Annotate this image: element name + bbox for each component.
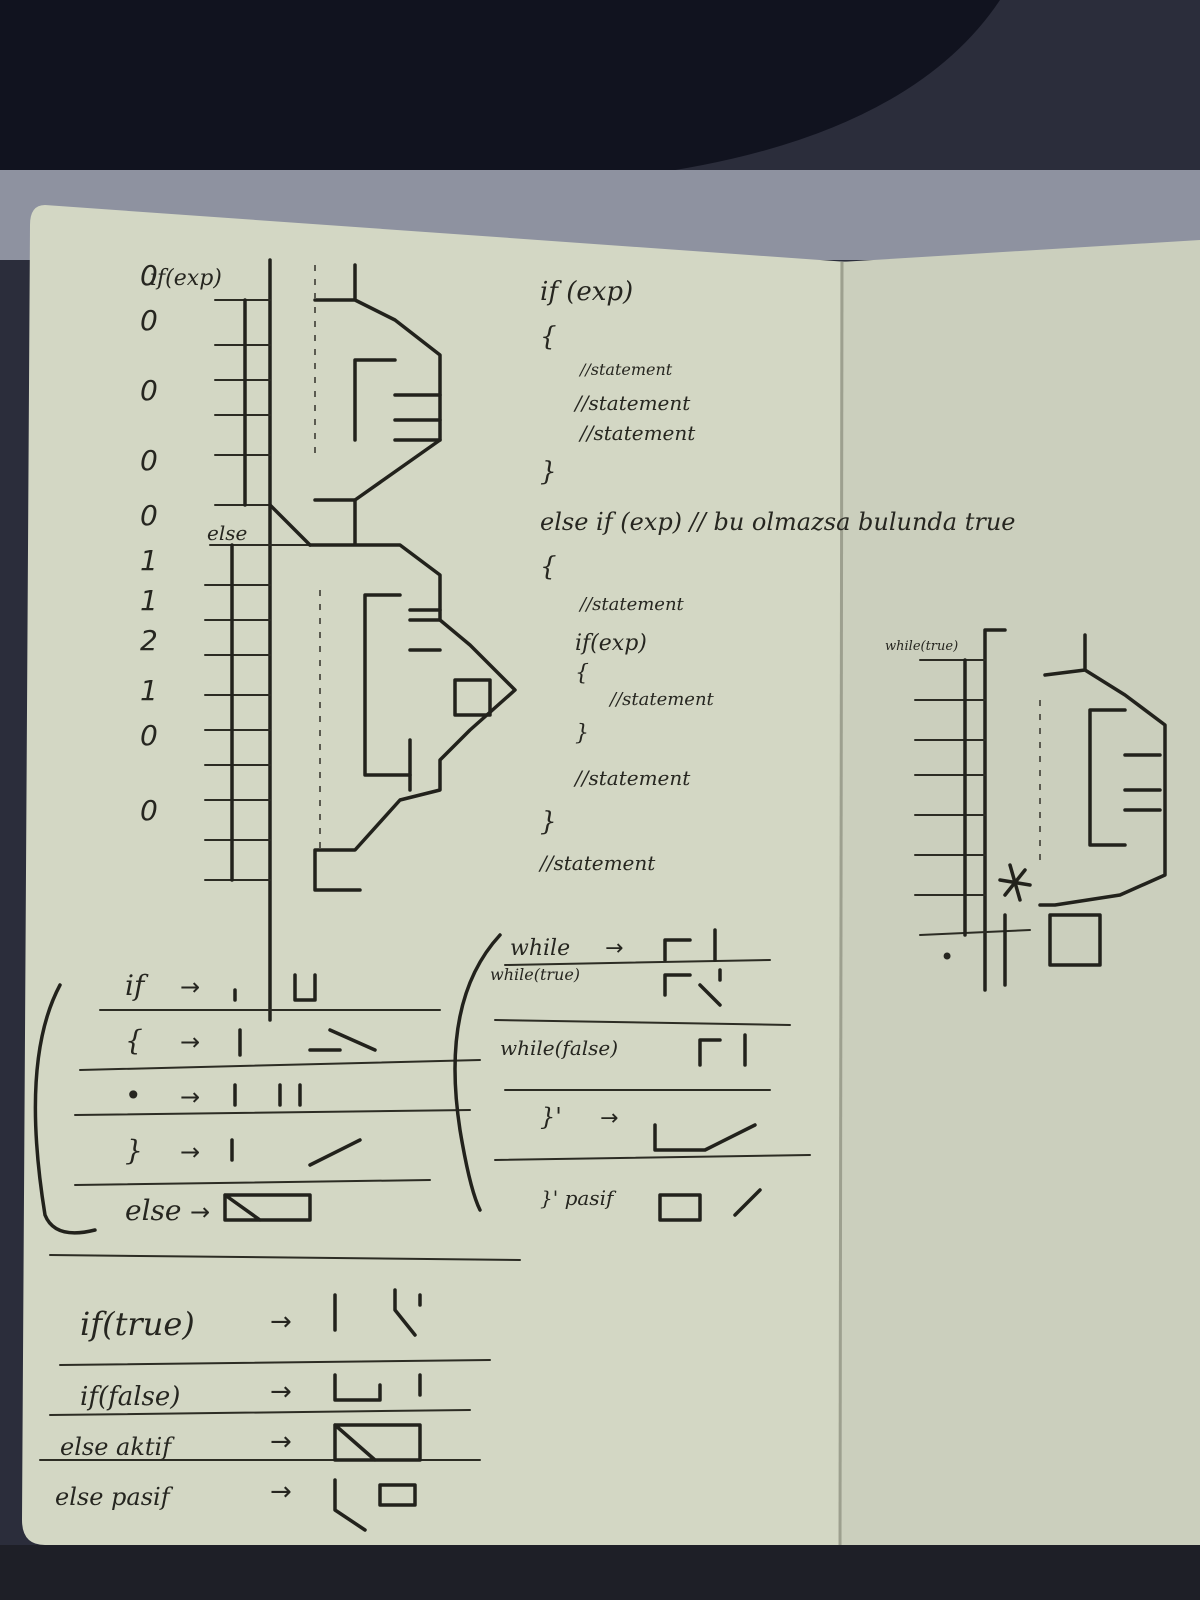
code-line: { (540, 552, 557, 582)
code-listing: if (exp) { //statement //statement //stateme… (538, 277, 1016, 875)
depth-digit: 0 (140, 374, 158, 407)
legend-while-label: }' pasif (540, 1186, 617, 1210)
while-end-dot: • (940, 943, 954, 971)
depth-digit: 1 (140, 674, 158, 707)
code-line: else if (exp) // bu olmazsa bulunda true (540, 508, 1016, 536)
code-line: //statement (608, 689, 715, 710)
notebook (22, 205, 1200, 1560)
code-line: if (exp) (540, 277, 633, 307)
legend-while-label: }' (540, 1103, 562, 1131)
legend-while-label: while (510, 936, 570, 961)
legend-while-arrow: → (600, 1106, 618, 1131)
stair-label-if: if(exp) (150, 266, 222, 291)
legend-if-arrow: → (180, 973, 200, 1001)
code-line: //statement (578, 360, 673, 379)
legend-if-arrow: → (180, 1028, 200, 1056)
legend-if-label: { (125, 1024, 143, 1057)
code-line: //statement (578, 594, 685, 615)
depth-digit: 1 (140, 544, 158, 577)
legend-bottom: if(true) → if(false) → else aktif → else pasif… (39, 1288, 491, 1532)
legend-while-arrow: → (605, 936, 623, 961)
legend-if-arrow: → (180, 1138, 200, 1166)
legend-if-label: else (125, 1194, 181, 1227)
code-line: //statement (573, 766, 691, 790)
code-line: //statement (573, 391, 691, 415)
legend-bottom-label: else aktif (60, 1433, 175, 1461)
dark-object-top (0, 0, 1000, 188)
code-line: { (575, 661, 589, 686)
legend-while: while → while(true) while(false) }' → }' pasif (453, 928, 811, 1222)
code-line: //statement (538, 851, 656, 875)
legend-bottom-arrow: → (270, 1307, 292, 1337)
left-page (22, 205, 848, 1555)
legend-bottom-label: else pasif (55, 1483, 174, 1511)
depth-digit: 0 (140, 499, 158, 532)
while-staircase: while(true) • (885, 628, 1167, 992)
depth-digit: 0 (140, 259, 158, 292)
legend-bottom-arrow: → (270, 1477, 292, 1507)
legend-bottom-label: if(false) (80, 1382, 180, 1412)
legend-if-label: } (125, 1134, 143, 1167)
stair-label-else: else (207, 521, 247, 545)
legend-while-label: while(false) (500, 1036, 618, 1060)
legend-if-label: if (125, 969, 149, 1002)
code-line: } (540, 807, 557, 837)
depth-digit: 0 (140, 444, 158, 477)
legend-bottom-arrow: → (270, 1427, 292, 1457)
legend-if-arrow: → (190, 1198, 210, 1226)
code-line: } (540, 457, 557, 487)
legend-while-label: while(true) (490, 965, 580, 984)
depth-digit: 1 (140, 584, 158, 617)
code-line: } (575, 721, 589, 746)
legend-bottom-arrow: → (270, 1377, 292, 1407)
while-label: while(true) (885, 639, 958, 654)
legend-if-arrow: → (180, 1083, 200, 1111)
legend-if-label: • (125, 1079, 142, 1112)
code-line: if(exp) (575, 631, 647, 656)
legend-if: if → { → • →} → else → (33, 969, 521, 1261)
depth-digit: 0 (140, 304, 158, 337)
depth-digit: 2 (140, 624, 158, 657)
if-else-staircase (204, 258, 517, 1022)
depth-digit: 0 (140, 794, 158, 827)
code-line: //statement (578, 421, 696, 445)
legend-bottom-label: if(true) (80, 1305, 195, 1343)
depth-digit: 0 (140, 719, 158, 752)
code-line: { (540, 322, 557, 352)
